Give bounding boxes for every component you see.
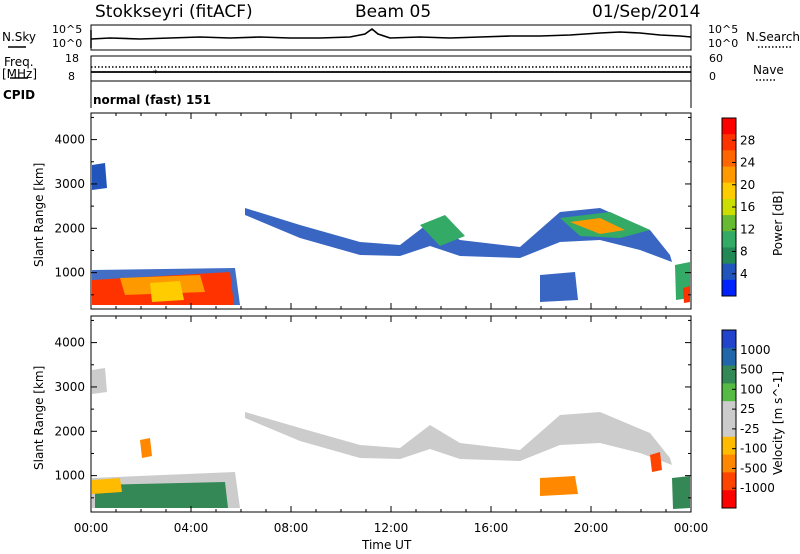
velocity-echo-early-orange bbox=[140, 438, 152, 458]
y-tick-label: 2000 bbox=[54, 221, 85, 235]
colorbar-swatch bbox=[722, 182, 736, 200]
station-title: Stokkseyri (fitACF) bbox=[95, 2, 253, 22]
x-tick-label: 08:00 bbox=[274, 521, 309, 535]
colorbar-swatch bbox=[722, 347, 736, 367]
colorbar-swatch bbox=[722, 279, 736, 297]
x-tick-label: 00:00 bbox=[74, 521, 109, 535]
velocity-ylabel: Slant Range [km] bbox=[32, 366, 46, 470]
nave-tick-bottom: 0 bbox=[709, 70, 716, 83]
colorbar-swatch bbox=[722, 263, 736, 281]
colorbar-tick-label: 25 bbox=[740, 402, 755, 416]
x-tick-label: 20:00 bbox=[574, 521, 609, 535]
power-echo-far-range bbox=[92, 163, 107, 190]
power-echo-evening-peak bbox=[570, 218, 625, 234]
power-echo-late-peak bbox=[683, 286, 690, 303]
freq-label: Freq. bbox=[4, 55, 34, 69]
velocity-echo-morning-green bbox=[95, 482, 228, 508]
power-colorbar-label: Power [dB] bbox=[771, 191, 785, 256]
nsky-label: N.Sky bbox=[2, 30, 37, 44]
nsearch-tick-top: 10^5 bbox=[708, 23, 739, 36]
cpid-value: normal (fast) 151 bbox=[93, 93, 211, 107]
y-tick-label: 4000 bbox=[54, 133, 85, 147]
colorbar-tick-label: 24 bbox=[740, 156, 755, 170]
colorbar-tick-label: -1000 bbox=[740, 481, 775, 495]
beam-title: Beam 05 bbox=[355, 2, 432, 22]
colorbar-swatch bbox=[722, 150, 736, 168]
y-tick-label: 3000 bbox=[54, 380, 85, 394]
colorbar-tick-label: 20 bbox=[740, 178, 755, 192]
colorbar-swatch bbox=[722, 490, 736, 509]
colorbar-swatch bbox=[722, 454, 736, 473]
colorbar-tick-label: 1000 bbox=[740, 343, 771, 357]
colorbar-swatch bbox=[722, 365, 736, 384]
velocity-echo-late-near bbox=[672, 476, 690, 509]
x-tick-label: 16:00 bbox=[474, 521, 509, 535]
colorbar-swatch bbox=[722, 419, 736, 438]
date-title: 01/Sep/2014 bbox=[592, 2, 701, 22]
colorbar-swatch bbox=[722, 134, 736, 151]
colorbar-swatch bbox=[722, 383, 736, 402]
axis-tick-labels: 00:00 04:00 08:00 12:00 16:00 20:00 00:00 4000 3… bbox=[54, 133, 708, 535]
y-tick-label: 2000 bbox=[54, 424, 85, 438]
velocity-colorbar-label: Velocity [m s^-1] bbox=[771, 371, 785, 475]
colorbar-swatch bbox=[722, 247, 736, 265]
power-echo-evening-mid bbox=[420, 215, 465, 246]
nsearch-tick-bottom: 10^0 bbox=[708, 37, 739, 50]
nave-tick-top: 60 bbox=[709, 52, 723, 65]
y-tick-label: 4000 bbox=[54, 336, 85, 350]
velocity-colorbar: 1000 500 100 25 -25 -100 -500 -1000 bbox=[721, 329, 775, 509]
axis-ticks bbox=[90, 113, 692, 512]
colorbar-tick-label: 16 bbox=[740, 200, 755, 214]
y-tick-label: 1000 bbox=[54, 469, 85, 483]
velocity-echoes bbox=[92, 368, 690, 509]
freq-tick-top: 18 bbox=[65, 52, 79, 65]
colorbar-tick-label: -100 bbox=[740, 442, 767, 456]
colorbar-swatch bbox=[722, 330, 736, 349]
colorbar-swatch bbox=[722, 401, 736, 420]
velocity-echo-late-negative bbox=[650, 452, 662, 472]
freq-strip-frame bbox=[90, 55, 692, 82]
colorbar-swatch bbox=[722, 472, 736, 491]
colorbar-swatch bbox=[722, 436, 736, 456]
colorbar-swatch bbox=[722, 118, 736, 135]
cpid-label: CPID bbox=[3, 88, 36, 102]
time-axis-label: Time UT bbox=[361, 538, 412, 552]
colorbar-tick-label: 28 bbox=[740, 133, 755, 147]
freq-marker: * bbox=[153, 69, 158, 79]
colorbar-tick-label: -500 bbox=[740, 461, 767, 475]
colorbar-frame bbox=[721, 329, 737, 509]
velocity-echo-far-range bbox=[92, 368, 107, 394]
power-echoes bbox=[92, 163, 690, 305]
colorbar-tick-label: 8 bbox=[740, 245, 748, 259]
colorbar-swatch bbox=[722, 198, 736, 216]
power-colorbar: 28 24 20 16 12 8 4 bbox=[721, 117, 755, 297]
velocity-echo-evening-negative bbox=[540, 476, 578, 496]
colorbar-tick-label: 12 bbox=[740, 222, 755, 236]
x-tick-label: 00:00 bbox=[674, 521, 709, 535]
power-echo-morning-low bbox=[150, 281, 184, 302]
nsearch-label: N.Search bbox=[746, 30, 800, 44]
colorbar-swatch bbox=[722, 166, 736, 184]
colorbar-tick-label: 500 bbox=[740, 363, 763, 377]
x-tick-label: 12:00 bbox=[374, 521, 409, 535]
power-echo-night-near bbox=[540, 272, 578, 302]
y-tick-label: 3000 bbox=[54, 177, 85, 191]
x-tick-label: 04:00 bbox=[174, 521, 209, 535]
nsky-trace bbox=[90, 27, 692, 40]
nave-label: Nave bbox=[753, 63, 784, 77]
freq-tick-bottom: 8 bbox=[68, 70, 75, 83]
colorbar-tick-label: 4 bbox=[740, 267, 748, 281]
power-ylabel: Slant Range [km] bbox=[32, 163, 46, 267]
colorbar-swatch bbox=[722, 215, 736, 232]
nsky-tick-bottom: 10^0 bbox=[52, 37, 83, 50]
velocity-echo-morning-edge bbox=[92, 478, 122, 494]
nsky-tick-top: 10^5 bbox=[52, 23, 83, 36]
colorbar-tick-label: -25 bbox=[740, 422, 760, 436]
colorbar-tick-label: 100 bbox=[740, 382, 763, 396]
y-tick-label: 1000 bbox=[54, 266, 85, 280]
velocity-echo-evening-band bbox=[245, 412, 672, 465]
colorbar-swatch bbox=[722, 231, 736, 248]
